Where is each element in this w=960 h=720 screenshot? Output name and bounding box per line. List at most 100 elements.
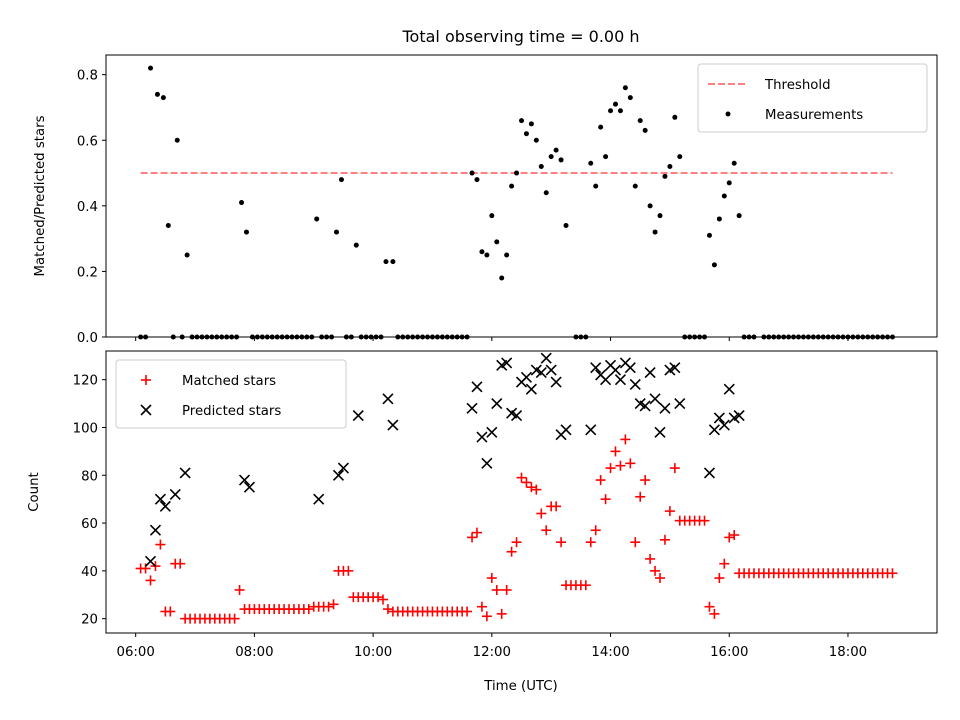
predicted-star-point xyxy=(723,383,735,395)
bottom-y-axis-label: Count xyxy=(27,472,42,512)
bottom-plot-area xyxy=(135,352,898,624)
matched-star-point xyxy=(175,558,186,569)
legend-threshold-label: Threshold xyxy=(764,78,831,93)
x-axis-label: Time (UTC) xyxy=(483,679,558,694)
predicted-star-point xyxy=(535,366,547,379)
predicted-star-point xyxy=(600,374,612,386)
top-legend-box xyxy=(697,63,928,133)
bottom-y-tick-label: 40 xyxy=(81,565,98,580)
measurement-point xyxy=(479,249,485,255)
measurement-point xyxy=(494,239,500,245)
legend-predicted-swatch xyxy=(140,404,152,416)
measurement-point xyxy=(716,216,722,222)
x-tick-label: 14:00 xyxy=(591,645,629,660)
matched-star-point xyxy=(541,525,552,536)
bottom-panel: 06:00 08:00 10:00 12:00 14:00 16:00 18:00 20 40… xyxy=(27,350,938,694)
matched-star-point xyxy=(714,573,725,584)
matched-star-point xyxy=(516,472,527,483)
measurement-point xyxy=(314,216,320,222)
matched-star-point xyxy=(229,613,240,624)
x-tick-label: 06:00 xyxy=(117,645,155,660)
predicted-star-point xyxy=(560,424,572,436)
measurement-point xyxy=(667,163,673,169)
measurement-point xyxy=(383,259,389,265)
measurement-point xyxy=(588,160,594,166)
top-y-axis: 0.0 0.2 0.4 0.6 0.8 xyxy=(77,69,106,346)
measurement-point xyxy=(617,108,623,114)
matched-star-point xyxy=(373,592,384,603)
matched-star-point xyxy=(615,460,626,471)
predicted-star-point xyxy=(159,500,171,512)
matched-star-point xyxy=(303,604,314,615)
matched-star-point xyxy=(620,434,631,445)
measurement-point xyxy=(499,275,505,281)
predicted-star-point xyxy=(614,374,626,386)
top-legend: Threshold Measurements xyxy=(697,63,928,133)
matched-star-point xyxy=(476,601,487,612)
measurement-point xyxy=(338,177,344,183)
predicted-star-point xyxy=(501,357,513,369)
predicted-star-point xyxy=(669,362,681,374)
matched-star-point xyxy=(343,565,354,576)
measurement-point xyxy=(608,108,614,114)
matched-star-point xyxy=(669,463,680,474)
predicted-star-point xyxy=(313,493,325,505)
matched-star-point xyxy=(630,537,641,548)
predicted-star-point xyxy=(629,378,641,391)
matched-star-point xyxy=(585,537,596,548)
matched-star-point xyxy=(610,446,621,457)
predicted-star-point xyxy=(654,426,666,438)
matched-star-point xyxy=(655,573,665,584)
bottom-y-tick-label: 20 xyxy=(81,613,98,628)
measurement-point xyxy=(731,160,737,166)
matched-star-point xyxy=(526,482,537,493)
measurement-point xyxy=(677,154,683,160)
measurement-point xyxy=(558,157,564,163)
predicted-star-point xyxy=(491,398,503,410)
measurement-point xyxy=(548,154,554,160)
matched-star-point xyxy=(382,604,393,615)
matched-star-point xyxy=(155,539,166,550)
predicted-star-point xyxy=(471,381,483,393)
predicted-star-point xyxy=(238,474,251,486)
measurement-point xyxy=(148,65,154,71)
predicted-star-point xyxy=(525,383,537,395)
predicted-star-point xyxy=(144,555,157,567)
matched-star-point xyxy=(645,553,656,564)
matched-star-point xyxy=(704,601,715,612)
predicted-star-point xyxy=(733,409,745,422)
top-y-tick-label: 0.8 xyxy=(77,69,98,84)
matched-star-point xyxy=(635,491,646,502)
measurement-point xyxy=(622,85,628,91)
measurement-point xyxy=(593,183,599,189)
measurement-point xyxy=(563,223,569,229)
matched-star-point xyxy=(323,601,334,612)
matched-star-point xyxy=(724,532,735,543)
measurement-point xyxy=(160,95,166,101)
matched-star-point xyxy=(378,594,388,605)
predicted-star-point xyxy=(649,393,661,405)
bottom-x-axis: 06:00 08:00 10:00 12:00 14:00 16:00 18:00 xyxy=(117,633,867,660)
measurement-point xyxy=(165,223,171,229)
matched-star-point xyxy=(462,606,473,617)
matched-star-point xyxy=(719,558,730,569)
matched-star-point xyxy=(511,537,522,548)
top-y-tick-label: 0.2 xyxy=(77,265,98,280)
measurement-point xyxy=(612,101,618,107)
predicted-star-point xyxy=(520,371,533,383)
measurement-point xyxy=(514,170,520,176)
top-plot-area xyxy=(138,65,895,340)
measurement-point xyxy=(603,154,609,160)
matched-star-point xyxy=(709,608,720,619)
measurement-point xyxy=(154,91,160,97)
measurement-point xyxy=(519,118,524,124)
x-tick-label: 08:00 xyxy=(235,645,273,660)
predicted-star-point xyxy=(382,393,394,405)
predicted-star-point xyxy=(466,402,478,414)
legend-matched-swatch xyxy=(141,375,151,385)
measurement-point xyxy=(528,121,534,127)
bottom-legend: Matched stars Predicted stars xyxy=(115,359,347,429)
top-y-tick-label: 0.4 xyxy=(77,200,98,215)
measurement-point xyxy=(721,193,727,199)
matched-star-point xyxy=(580,580,591,591)
